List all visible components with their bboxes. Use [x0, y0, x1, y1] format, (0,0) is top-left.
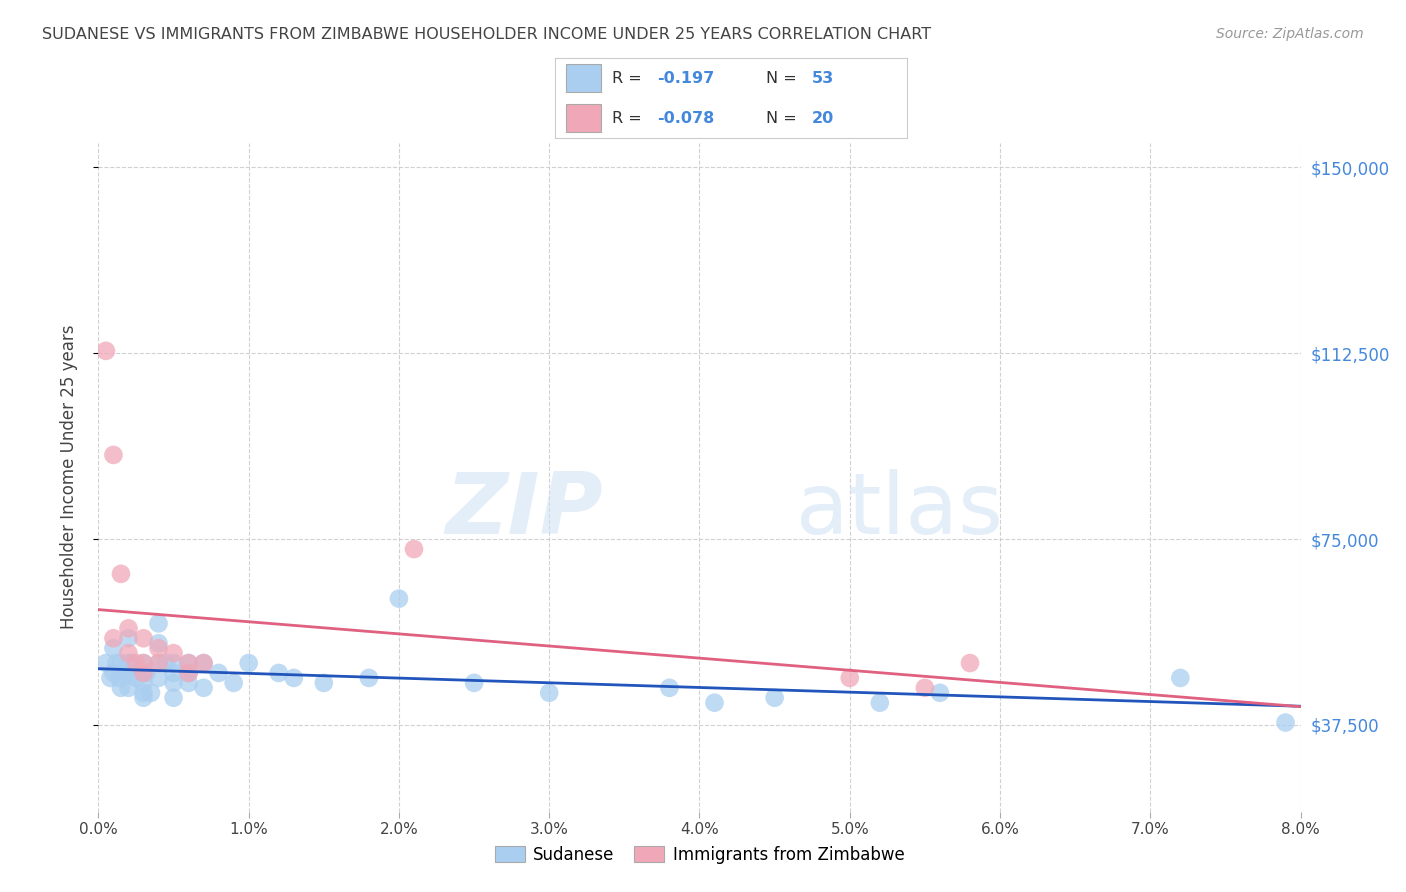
Point — [162, 646, 184, 660]
Point — [763, 690, 786, 705]
Point — [388, 591, 411, 606]
Point — [238, 656, 260, 670]
Point — [1274, 715, 1296, 730]
Text: -0.078: -0.078 — [657, 111, 714, 126]
Point — [193, 681, 215, 695]
Point — [103, 665, 125, 680]
Text: N =: N = — [766, 70, 803, 86]
Point — [838, 671, 860, 685]
Point — [110, 656, 132, 670]
Point — [148, 656, 170, 670]
Point — [162, 690, 184, 705]
Point — [103, 641, 125, 656]
Text: -0.197: -0.197 — [657, 70, 714, 86]
Point — [162, 676, 184, 690]
Point — [538, 686, 561, 700]
Text: Source: ZipAtlas.com: Source: ZipAtlas.com — [1216, 27, 1364, 41]
Point — [148, 641, 170, 656]
Point — [117, 632, 139, 646]
Point — [928, 686, 950, 700]
Point — [117, 646, 139, 660]
Point — [132, 665, 155, 680]
Point — [139, 686, 162, 700]
Point — [94, 656, 117, 670]
Text: N =: N = — [766, 111, 803, 126]
Text: 53: 53 — [813, 70, 834, 86]
Point — [162, 665, 184, 680]
Point — [125, 671, 148, 685]
Text: atlas: atlas — [796, 469, 1004, 552]
Point — [177, 676, 200, 690]
Point — [193, 656, 215, 670]
Text: R =: R = — [612, 111, 647, 126]
Point — [463, 676, 485, 690]
Point — [959, 656, 981, 670]
Y-axis label: Householder Income Under 25 years: Householder Income Under 25 years — [59, 325, 77, 630]
Point — [132, 656, 155, 670]
Point — [117, 656, 139, 670]
Point — [177, 665, 200, 680]
Text: R =: R = — [612, 70, 647, 86]
Point — [121, 656, 143, 670]
Point — [193, 656, 215, 670]
Point — [132, 676, 155, 690]
Point — [135, 665, 157, 680]
Point — [110, 566, 132, 581]
Point — [117, 621, 139, 635]
Point — [103, 632, 125, 646]
Point — [155, 656, 177, 670]
Legend: Sudanese, Immigrants from Zimbabwe: Sudanese, Immigrants from Zimbabwe — [488, 839, 911, 871]
Point — [148, 656, 170, 670]
Point — [148, 671, 170, 685]
Point — [703, 696, 725, 710]
Point — [162, 656, 184, 670]
Text: ZIP: ZIP — [446, 469, 603, 552]
Point — [132, 656, 155, 670]
Point — [177, 656, 200, 670]
Point — [208, 665, 231, 680]
Point — [117, 681, 139, 695]
Point — [117, 665, 139, 680]
Text: 20: 20 — [813, 111, 834, 126]
Point — [132, 686, 155, 700]
Point — [148, 636, 170, 650]
Point — [177, 656, 200, 670]
FancyBboxPatch shape — [565, 63, 602, 92]
Point — [869, 696, 891, 710]
Point — [132, 690, 155, 705]
Point — [312, 676, 335, 690]
Point — [1168, 671, 1191, 685]
Point — [125, 656, 148, 670]
Point — [100, 671, 122, 685]
Point — [222, 676, 245, 690]
Point — [658, 681, 681, 695]
Text: SUDANESE VS IMMIGRANTS FROM ZIMBABWE HOUSEHOLDER INCOME UNDER 25 YEARS CORRELATI: SUDANESE VS IMMIGRANTS FROM ZIMBABWE HOU… — [42, 27, 931, 42]
FancyBboxPatch shape — [565, 103, 602, 132]
Point — [105, 656, 128, 670]
Point — [132, 665, 155, 680]
Point — [94, 343, 117, 358]
Point — [114, 665, 136, 680]
Point — [267, 665, 290, 680]
Point — [402, 542, 425, 557]
Point — [108, 671, 131, 685]
Point — [283, 671, 305, 685]
Point — [110, 681, 132, 695]
Point — [103, 448, 125, 462]
Point — [357, 671, 380, 685]
Point — [132, 632, 155, 646]
Point — [177, 665, 200, 680]
Point — [914, 681, 936, 695]
Point — [148, 616, 170, 631]
